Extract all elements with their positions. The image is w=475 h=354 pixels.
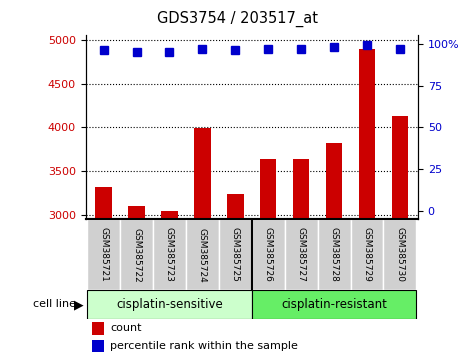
Text: GSM385723: GSM385723 xyxy=(165,227,174,282)
Text: GSM385728: GSM385728 xyxy=(330,227,339,282)
Bar xyxy=(285,219,318,290)
Text: GSM385722: GSM385722 xyxy=(132,228,141,282)
Bar xyxy=(351,219,383,290)
Bar xyxy=(92,322,104,335)
Text: GSM385730: GSM385730 xyxy=(395,227,404,282)
Bar xyxy=(92,340,104,352)
Text: cell line: cell line xyxy=(33,299,76,309)
Bar xyxy=(392,116,408,219)
Bar xyxy=(359,48,375,219)
Text: GSM385726: GSM385726 xyxy=(264,227,273,282)
Bar xyxy=(326,143,342,219)
Bar xyxy=(318,219,351,290)
Bar xyxy=(128,206,145,219)
Bar xyxy=(153,219,186,290)
Text: GSM385727: GSM385727 xyxy=(296,227,305,282)
Bar xyxy=(87,290,252,319)
Bar xyxy=(293,159,309,219)
Text: percentile rank within the sample: percentile rank within the sample xyxy=(110,341,298,351)
Text: cisplatin-sensitive: cisplatin-sensitive xyxy=(116,298,223,311)
Text: ▶: ▶ xyxy=(74,298,83,311)
Bar xyxy=(161,211,178,219)
Bar xyxy=(252,219,285,290)
Bar xyxy=(219,219,252,290)
Text: GSM385724: GSM385724 xyxy=(198,228,207,282)
Bar xyxy=(95,187,112,219)
Bar xyxy=(186,219,219,290)
Bar xyxy=(227,194,244,219)
Bar xyxy=(194,128,210,219)
Text: GSM385729: GSM385729 xyxy=(362,227,371,282)
Bar xyxy=(120,219,153,290)
Bar xyxy=(383,219,417,290)
Text: count: count xyxy=(110,323,142,333)
Text: GSM385725: GSM385725 xyxy=(231,227,240,282)
Bar xyxy=(260,159,276,219)
Text: GDS3754 / 203517_at: GDS3754 / 203517_at xyxy=(157,11,318,27)
Text: cisplatin-resistant: cisplatin-resistant xyxy=(281,298,387,311)
Text: GSM385721: GSM385721 xyxy=(99,227,108,282)
Bar xyxy=(252,290,417,319)
Bar xyxy=(87,219,120,290)
